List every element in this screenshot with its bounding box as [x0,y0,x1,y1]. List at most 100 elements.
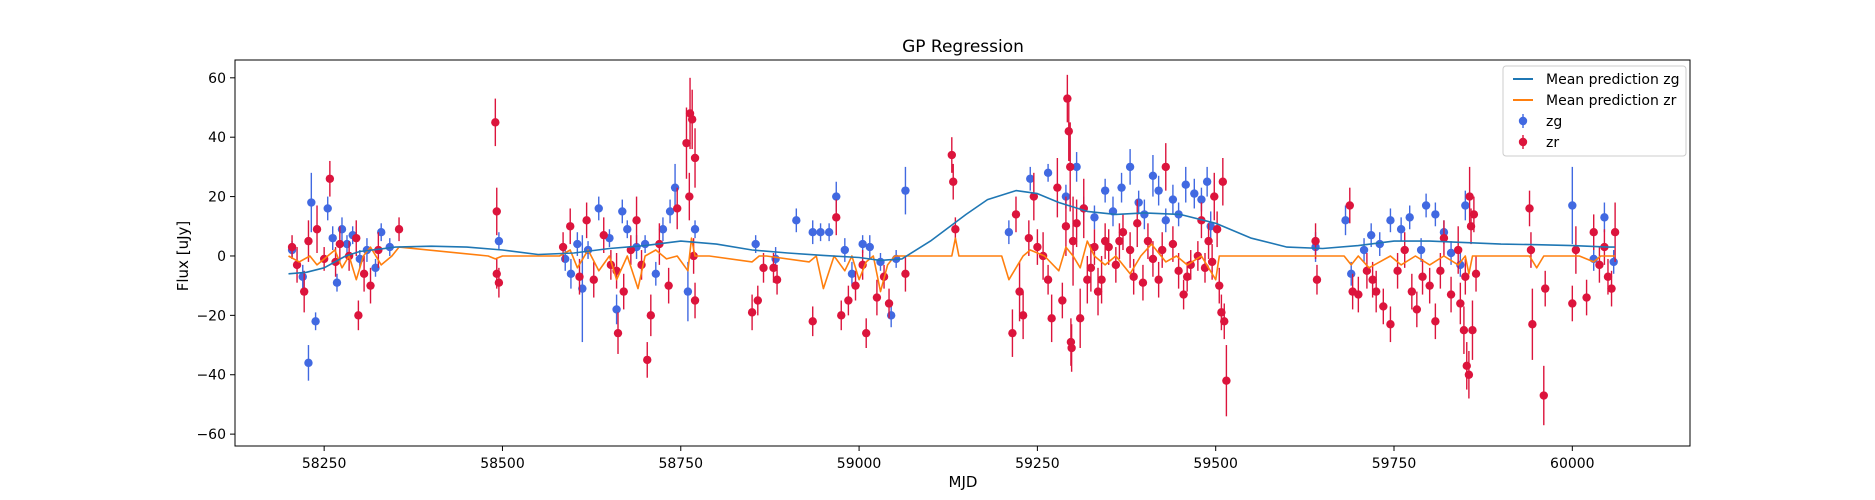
y-tick-label: 60 [208,71,226,87]
data-point-zg [328,233,337,243]
data-point-zr [292,260,302,270]
data-point-zg [858,239,867,249]
data-point-zr [949,177,958,186]
data-point-zr [1368,275,1377,284]
data-point-zg [494,236,504,246]
data-point-zr [1217,308,1226,317]
data-point-zg [623,225,632,234]
data-point-zg [311,317,320,326]
data-point-zr [1469,210,1479,219]
x-tick-label: 58250 [302,456,347,472]
data-point-zr [1525,204,1534,213]
data-point-zr [1362,266,1372,276]
data-point-zg [1100,186,1110,195]
data-point-zr [1215,281,1224,290]
data-point-zr [1024,233,1034,243]
data-point-zg [792,216,801,225]
x-tick-label: 59500 [1193,456,1238,472]
data-point-zr [1220,317,1229,326]
data-point-zr [1174,266,1183,276]
y-tick-label: 40 [208,130,226,146]
data-point-zr [1018,311,1028,320]
data-point-zg [847,269,857,278]
data-point-zr [844,296,853,305]
data-point-zr [1311,236,1320,246]
data-point-zr [1379,302,1388,311]
data-point-zg [1341,216,1350,225]
data-point-zr [1345,201,1354,210]
data-point-zg [840,245,850,255]
x-tick-label: 58750 [658,456,703,472]
data-point-zr [1204,236,1213,246]
data-point-zg [651,269,661,278]
data-point-zr [901,269,910,278]
data-point-zr [359,269,369,278]
data-point-zg [1359,245,1369,255]
data-point-zr [494,278,504,287]
data-point-zg [1366,230,1376,240]
data-point-zg [865,242,874,252]
data-point-zg [594,204,603,213]
data-point-zr [769,263,778,273]
data-point-zg [1431,210,1440,219]
data-point-zr [1029,192,1039,201]
data-point-zr [1462,361,1471,371]
legend-marker-swatch [1518,137,1528,147]
data-point-zr [1043,275,1053,284]
data-point-zg [377,228,386,237]
data-point-zr [1072,219,1081,228]
data-point-zr [1064,127,1073,136]
data-point-zg [298,272,307,281]
data-point-zg [640,239,650,249]
data-point-zr [690,153,700,163]
data-point-zr [1464,370,1474,379]
chart-title: GP Regression [902,37,1024,57]
data-point-zg [1421,201,1431,210]
x-axis-ticks: 58250 58500 58750 59000 59250 59500 59750 60000 [302,446,1595,472]
data-point-zr [492,269,501,278]
data-point-zr [352,233,361,243]
data-point-zr [808,317,817,326]
data-point-zg [1386,216,1395,225]
data-point-zr [1061,222,1071,231]
data-point-zg [1072,162,1081,172]
data-point-zr [673,204,682,213]
data-point-zg [618,207,627,216]
series-line-mean-prediction-zg [288,189,1616,275]
data-point-zr [1090,242,1099,252]
data-point-zg [771,254,780,264]
data-point-zr [1138,278,1148,287]
axes-frame [234,59,1691,447]
data-point-zr [1541,284,1550,293]
data-point-zg [1168,195,1178,204]
data-point-zg [1202,177,1212,186]
x-tick-label: 59000 [837,456,882,472]
data-point-zr [1603,272,1613,281]
data-point-zg [1125,162,1135,172]
data-point-zr [599,230,608,240]
data-point-zg [337,225,347,234]
data-point-zr [1393,266,1402,276]
data-point-zr [299,287,309,296]
data-point-zr [1193,251,1203,261]
data-point-zr [1083,275,1092,284]
data-point-zr [753,296,763,305]
data-point-zg [1181,180,1190,189]
data-point-zr [1312,275,1322,284]
data-point-zr [1033,242,1042,252]
y-tick-label: −20 [196,308,226,324]
data-point-zr [1168,239,1178,249]
data-point-zr [354,311,363,320]
data-point-zr [646,311,656,320]
data-point-zr [1158,245,1167,255]
data-point-zg [612,305,621,314]
data-point-zr [613,328,623,338]
data-point-zr [1539,391,1548,400]
data-point-zr [1148,254,1158,264]
y-tick-label: 20 [208,190,226,206]
data-point-zg [1461,201,1470,210]
x-axis-label: MJD [949,473,978,491]
data-point-zr [1011,210,1021,219]
data-point-zr [947,150,957,160]
data-point-zr [1446,290,1456,299]
